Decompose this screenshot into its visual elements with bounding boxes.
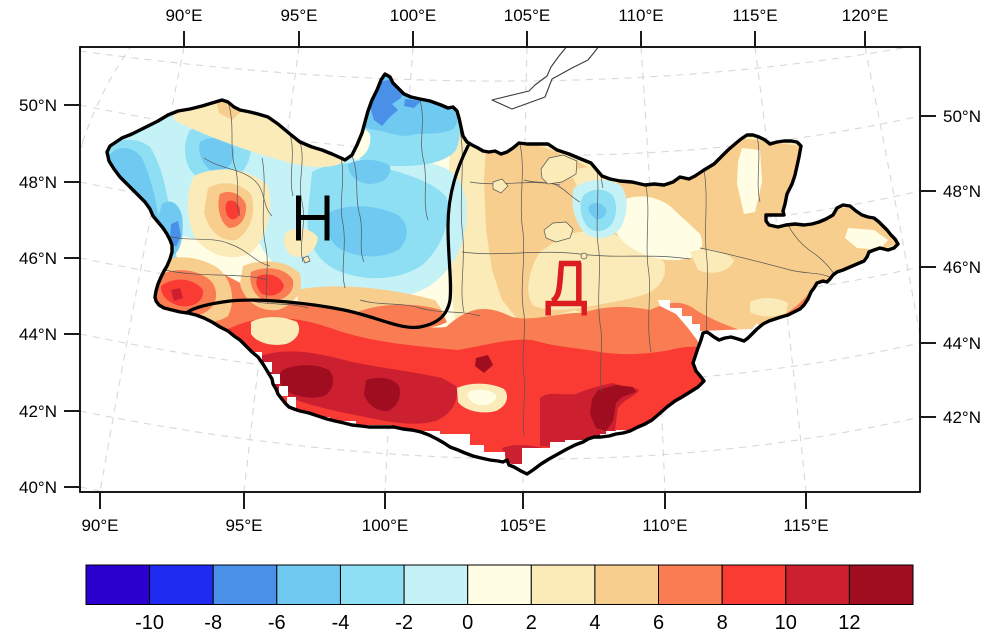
svg-text:95°E: 95°E [280,6,317,25]
svg-text:110°E: 110°E [642,516,687,535]
svg-text:110°E: 110°E [618,6,663,25]
svg-text:0: 0 [462,612,473,634]
svg-text:44°N: 44°N [19,325,57,344]
svg-text:8: 8 [717,612,728,634]
svg-text:4: 4 [589,612,600,634]
svg-text:50°N: 50°N [943,107,981,126]
svg-text:-10: -10 [135,612,164,634]
svg-text:42°N: 42°N [943,408,981,427]
svg-text:50°N: 50°N [19,96,57,115]
svg-text:46°N: 46°N [19,249,57,268]
svg-text:105°E: 105°E [500,516,547,535]
svg-text:40°N: 40°N [19,478,57,497]
svg-text:6: 6 [653,612,664,634]
svg-text:48°N: 48°N [943,182,981,201]
svg-text:10: 10 [775,612,797,634]
svg-text:115°E: 115°E [732,6,777,25]
svg-text:-4: -4 [332,612,350,634]
svg-text:90°E: 90°E [81,516,118,535]
svg-text:105°E: 105°E [504,6,551,25]
svg-text:95°E: 95°E [225,516,262,535]
svg-text:48°N: 48°N [19,173,57,192]
svg-text:-8: -8 [204,612,222,634]
svg-text:12: 12 [838,612,860,634]
svg-text:115°E: 115°E [783,516,828,535]
svg-text:90°E: 90°E [165,6,202,25]
svg-text:100°E: 100°E [362,516,409,535]
svg-text:44°N: 44°N [943,334,981,353]
svg-text:-6: -6 [268,612,286,634]
svg-text:-2: -2 [395,612,413,634]
svg-text:42°N: 42°N [19,402,57,421]
svg-text:46°N: 46°N [943,258,981,277]
svg-text:100°E: 100°E [390,6,437,25]
svg-text:120°E: 120°E [842,6,889,25]
svg-text:2: 2 [526,612,537,634]
